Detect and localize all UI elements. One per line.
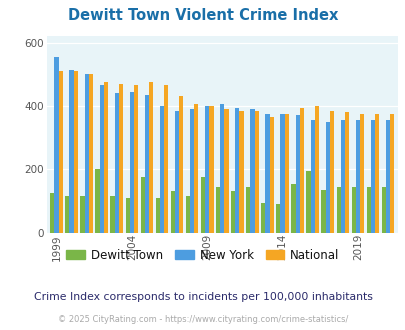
Bar bbox=[200, 177, 205, 233]
Bar bbox=[224, 109, 228, 233]
Bar bbox=[265, 114, 269, 233]
Bar bbox=[160, 106, 164, 233]
Text: © 2025 CityRating.com - https://www.cityrating.com/crime-statistics/: © 2025 CityRating.com - https://www.city… bbox=[58, 315, 347, 324]
Bar bbox=[104, 82, 108, 233]
Bar bbox=[351, 187, 355, 233]
Bar bbox=[69, 70, 73, 233]
Bar bbox=[190, 109, 194, 233]
Bar bbox=[119, 84, 123, 233]
Bar bbox=[381, 187, 385, 233]
Bar bbox=[209, 106, 213, 233]
Bar bbox=[314, 106, 318, 233]
Bar bbox=[374, 114, 378, 233]
Bar bbox=[80, 196, 84, 233]
Bar bbox=[110, 196, 114, 233]
Text: Dewitt Town Violent Crime Index: Dewitt Town Violent Crime Index bbox=[68, 8, 337, 23]
Bar bbox=[73, 71, 78, 233]
Bar bbox=[321, 190, 325, 233]
Bar bbox=[145, 95, 149, 233]
Bar bbox=[254, 111, 258, 233]
Bar bbox=[269, 117, 273, 233]
Bar bbox=[171, 191, 175, 233]
Bar bbox=[299, 108, 303, 233]
Bar bbox=[89, 74, 93, 233]
Bar bbox=[95, 169, 99, 233]
Bar bbox=[130, 92, 134, 233]
Bar bbox=[291, 183, 295, 233]
Bar bbox=[355, 120, 359, 233]
Bar bbox=[284, 114, 288, 233]
Bar bbox=[250, 109, 254, 233]
Bar bbox=[336, 187, 340, 233]
Legend: Dewitt Town, New York, National: Dewitt Town, New York, National bbox=[62, 244, 343, 266]
Bar bbox=[99, 85, 104, 233]
Bar bbox=[134, 85, 138, 233]
Bar bbox=[359, 114, 363, 233]
Bar bbox=[140, 177, 145, 233]
Bar bbox=[389, 114, 393, 233]
Bar bbox=[230, 191, 234, 233]
Bar bbox=[205, 106, 209, 233]
Bar bbox=[114, 93, 119, 233]
Bar bbox=[155, 198, 160, 233]
Bar bbox=[280, 114, 284, 233]
Bar bbox=[306, 171, 310, 233]
Bar bbox=[220, 104, 224, 233]
Bar bbox=[65, 196, 69, 233]
Text: Crime Index corresponds to incidents per 100,000 inhabitants: Crime Index corresponds to incidents per… bbox=[34, 292, 371, 302]
Bar bbox=[125, 198, 130, 233]
Bar bbox=[175, 111, 179, 233]
Bar bbox=[58, 71, 63, 233]
Bar bbox=[260, 203, 265, 233]
Bar bbox=[310, 120, 314, 233]
Bar bbox=[179, 96, 183, 233]
Bar bbox=[295, 115, 299, 233]
Bar bbox=[215, 187, 220, 233]
Bar bbox=[239, 111, 243, 233]
Bar bbox=[194, 104, 198, 233]
Bar bbox=[344, 112, 348, 233]
Bar bbox=[234, 108, 239, 233]
Bar bbox=[325, 122, 329, 233]
Bar bbox=[385, 120, 389, 233]
Bar bbox=[149, 82, 153, 233]
Bar bbox=[245, 187, 250, 233]
Bar bbox=[329, 111, 333, 233]
Bar bbox=[185, 196, 190, 233]
Bar bbox=[164, 85, 168, 233]
Bar bbox=[50, 193, 54, 233]
Bar bbox=[340, 120, 344, 233]
Bar bbox=[54, 57, 58, 233]
Bar bbox=[366, 187, 370, 233]
Bar bbox=[370, 120, 374, 233]
Bar bbox=[275, 204, 280, 233]
Bar bbox=[84, 74, 89, 233]
